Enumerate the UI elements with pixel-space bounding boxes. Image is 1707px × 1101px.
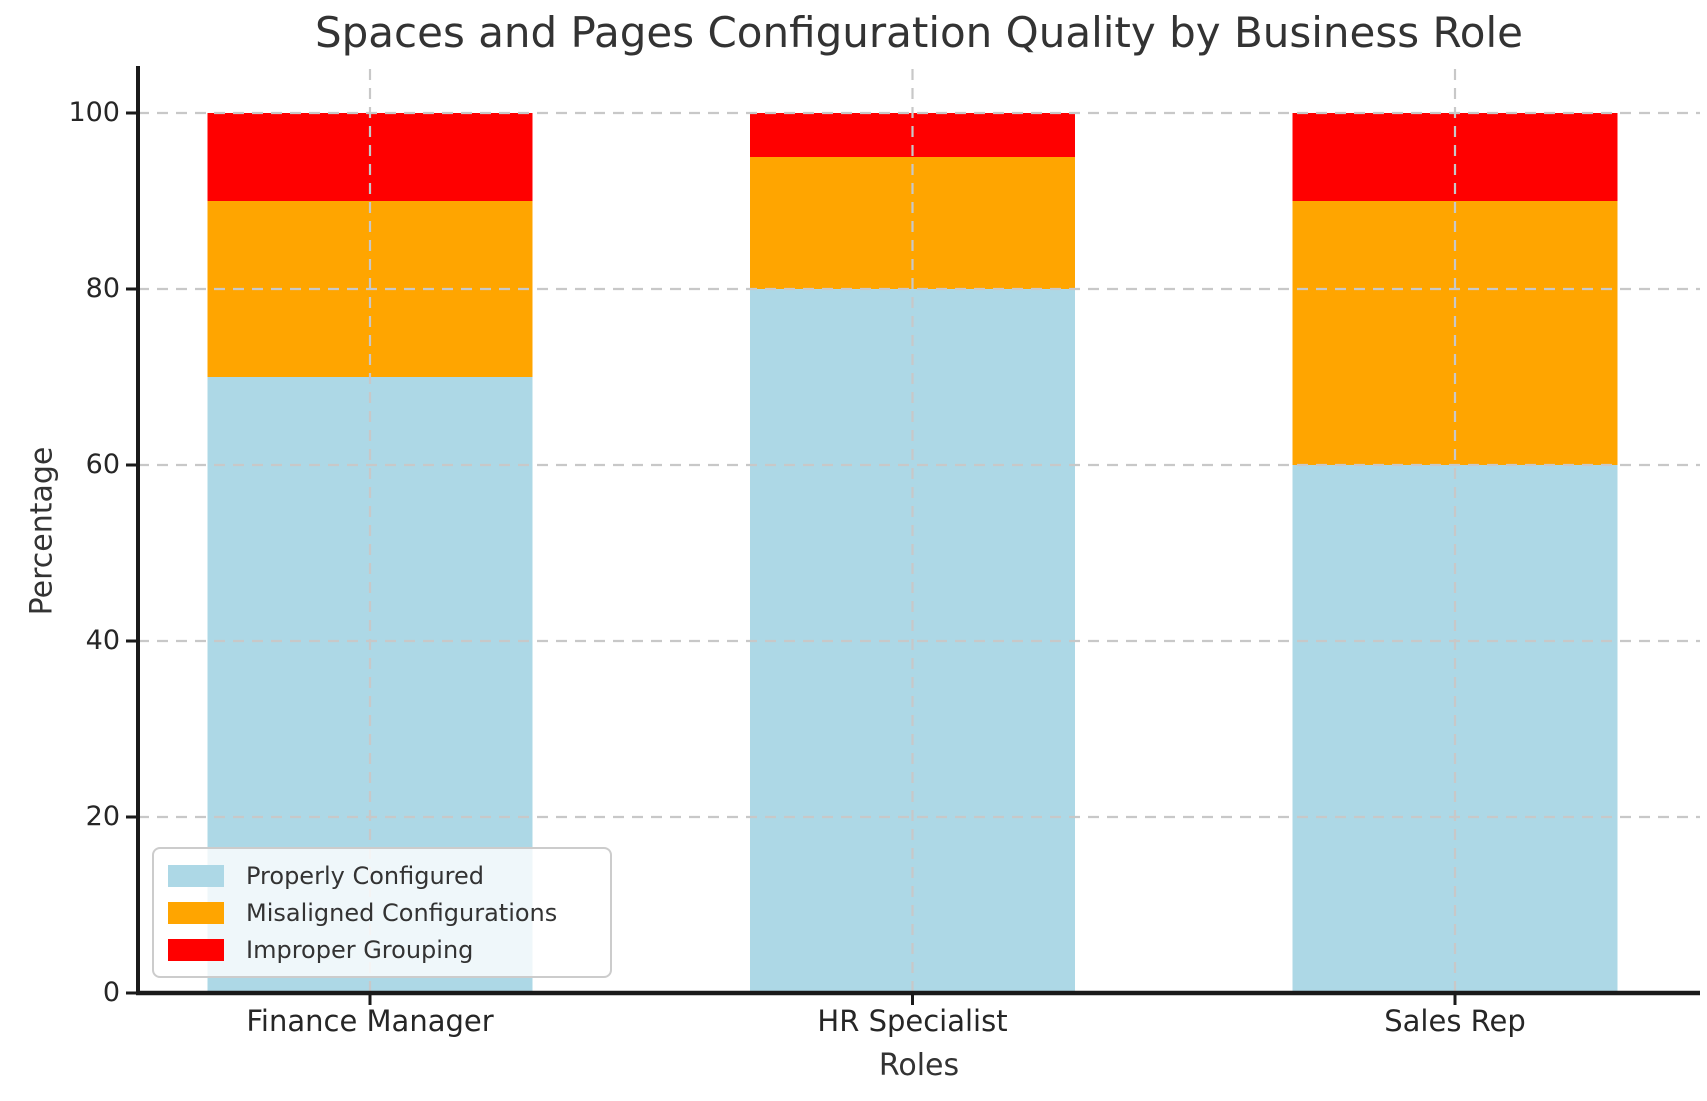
legend-swatch <box>168 938 224 961</box>
y-tick-label: 100 <box>68 97 120 128</box>
legend-item: Improper Grouping <box>168 936 596 964</box>
legend: Properly Configured Misaligned Configurat… <box>152 847 612 978</box>
y-tick-label: 40 <box>85 625 120 656</box>
legend-swatch <box>168 864 224 887</box>
legend-label: Properly Configured <box>246 861 484 890</box>
legend-item: Properly Configured <box>168 862 596 890</box>
legend-swatch <box>168 901 224 924</box>
legend-item: Misaligned Configurations <box>168 899 596 927</box>
x-tick-label: Sales Rep <box>1384 1004 1526 1038</box>
legend-label: Misaligned Configurations <box>246 898 558 927</box>
legend-label: Improper Grouping <box>246 935 474 964</box>
y-tick-label: 20 <box>85 801 120 832</box>
chart-title: Spaces and Pages Configuration Quality b… <box>314 8 1524 57</box>
y-tick-label: 0 <box>102 977 120 1008</box>
y-tick-label: 80 <box>85 273 120 304</box>
x-axis-label: Roles <box>878 1048 960 1083</box>
x-tick-label: HR Specialist <box>817 1004 1008 1038</box>
y-tick-label: 60 <box>85 449 120 480</box>
x-tick-label: Finance Manager <box>246 1004 494 1038</box>
